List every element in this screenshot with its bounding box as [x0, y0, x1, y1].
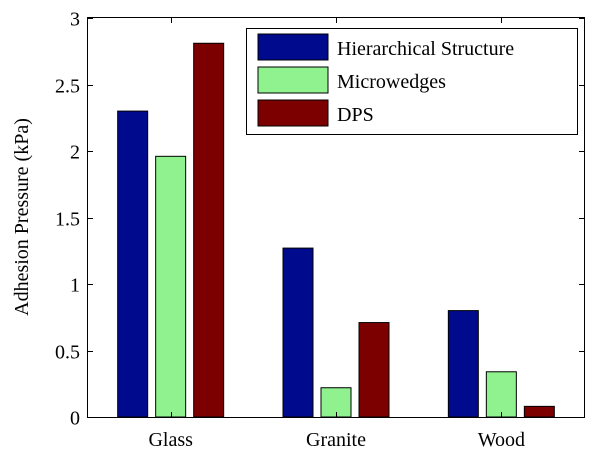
legend-label: Hierarchical Structure — [337, 38, 514, 60]
legend-swatch — [257, 33, 329, 61]
y-tick-label: 1.5 — [55, 209, 80, 231]
y-tick-label: 2.5 — [55, 76, 80, 98]
bar-glass-hierarchical-structure — [117, 110, 149, 418]
y-tick-label: 0.5 — [55, 342, 80, 364]
legend-swatch — [257, 66, 329, 94]
legend: Hierarchical Structure Microwedges DPS — [246, 28, 578, 135]
bar-glass-dps — [193, 42, 225, 418]
y-axis-label: Adhesion Pressure (kPa) — [11, 118, 33, 316]
plot-area-frame — [87, 17, 585, 418]
y-axis-ticks: 0 0.5 1 1.5 2 2.5 3 — [55, 9, 584, 430]
x-tick-label: Glass — [148, 429, 193, 451]
bars-group — [117, 42, 555, 418]
y-tick-label: 1 — [70, 275, 80, 297]
x-axis-ticks: Glass Granite Wood — [148, 18, 525, 451]
bar-granite-dps — [358, 322, 390, 418]
axes-group — [87, 17, 585, 418]
y-tick-label: 3 — [70, 9, 80, 31]
x-tick-label: Wood — [478, 429, 525, 451]
legend-swatch — [257, 99, 329, 127]
bar-glass-microwedges — [155, 155, 187, 418]
bar-wood-hierarchical-structure — [447, 310, 479, 418]
bar-wood-dps — [523, 405, 555, 418]
legend-label: Microwedges — [337, 71, 446, 93]
bar-granite-hierarchical-structure — [282, 247, 314, 418]
bar-wood-microwedges — [485, 371, 517, 418]
y-tick-label: 0 — [70, 408, 80, 430]
x-tick-label: Granite — [306, 429, 366, 451]
y-tick-label: 2 — [70, 142, 80, 164]
legend-label: DPS — [337, 104, 374, 126]
